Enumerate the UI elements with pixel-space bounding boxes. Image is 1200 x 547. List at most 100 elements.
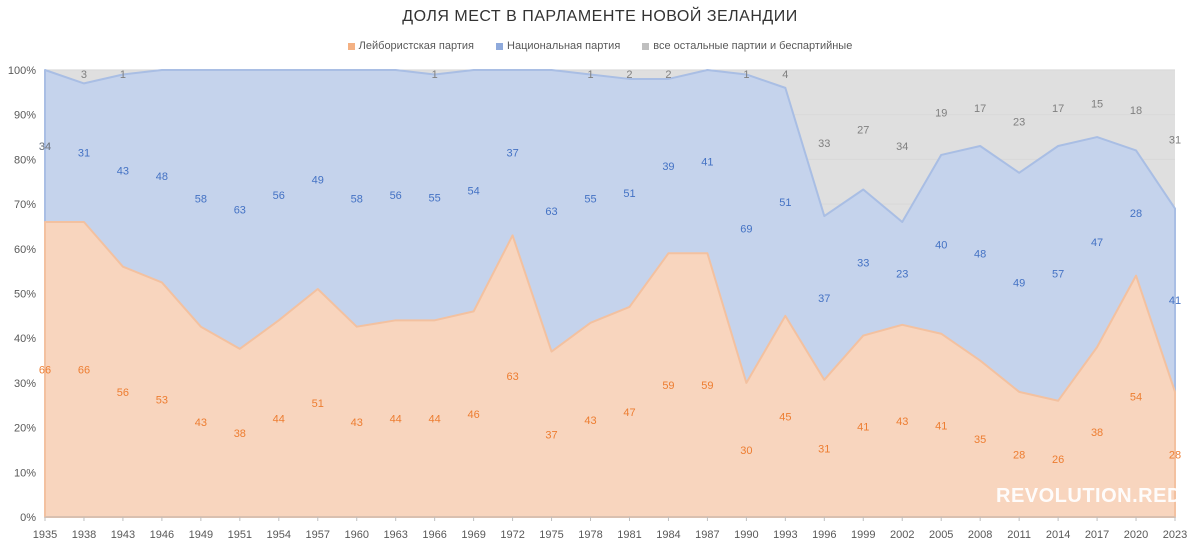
y-tick-label: 0%: [20, 512, 36, 524]
data-label-national: 58: [195, 193, 207, 205]
data-label-others: 2: [665, 69, 671, 81]
x-tick-label: 1972: [500, 529, 524, 541]
y-tick-label: 90%: [14, 110, 36, 122]
data-label-national: 54: [467, 186, 479, 198]
data-label-national: 43: [117, 166, 129, 178]
data-label-national: 41: [1169, 295, 1181, 307]
data-label-others: 1: [587, 69, 593, 81]
y-tick-label: 50%: [14, 289, 36, 301]
x-tick-label: 1949: [189, 529, 213, 541]
data-label-others: 15: [1091, 99, 1103, 111]
data-label-others: 18: [1130, 105, 1142, 117]
x-tick-label: 2023: [1163, 529, 1187, 541]
x-tick-label: 1996: [812, 529, 836, 541]
x-tick-label: 1963: [383, 529, 407, 541]
x-tick-label: 1951: [228, 529, 252, 541]
data-label-national: 37: [818, 293, 830, 305]
data-label-labour: 26: [1052, 454, 1064, 466]
data-label-national: 69: [740, 224, 752, 236]
x-tick-label: 2014: [1046, 529, 1070, 541]
x-tick-label: 1975: [539, 529, 563, 541]
data-label-labour: 53: [156, 395, 168, 407]
x-tick-label: 2017: [1085, 529, 1109, 541]
y-tick-label: 10%: [14, 467, 36, 479]
data-label-national: 37: [506, 148, 518, 160]
data-label-others: 3: [81, 69, 87, 81]
y-tick-label: 30%: [14, 378, 36, 390]
x-tick-label: 1957: [306, 529, 330, 541]
data-label-others: 19: [935, 107, 947, 119]
data-label-national: 58: [351, 193, 363, 205]
chart-title: ДОЛЯ МЕСТ В ПАРЛАМЕНТЕ НОВОЙ ЗЕЛАНДИИ: [402, 8, 798, 25]
data-label-others: 31: [1169, 134, 1181, 146]
legend-item-labour: Лейбористская партия: [347, 40, 475, 52]
x-tick-label: 1938: [72, 529, 96, 541]
legend-label-national: Национальная партия: [507, 40, 621, 52]
data-label-labour: 66: [78, 364, 90, 376]
data-label-national: 49: [312, 175, 324, 187]
data-label-others: 4: [782, 69, 788, 81]
data-label-others: 1: [743, 69, 749, 81]
data-label-labour: 38: [234, 428, 246, 440]
data-label-national: 40: [935, 239, 947, 251]
x-tick-label: 1966: [422, 529, 446, 541]
x-tick-label: 2002: [890, 529, 914, 541]
data-label-labour: 43: [351, 417, 363, 429]
legend: Лейбористская партия Национальная партия…: [0, 40, 1200, 52]
data-label-labour: 37: [545, 429, 557, 441]
y-tick-label: 100%: [8, 65, 36, 77]
x-tick-label: 1981: [617, 529, 641, 541]
x-tick-label: 1999: [851, 529, 875, 541]
data-label-others: 1: [120, 69, 126, 81]
data-label-first: 34: [39, 141, 51, 153]
data-label-others: 33: [818, 138, 830, 150]
x-tick-label: 1943: [111, 529, 135, 541]
data-label-others: 17: [1052, 103, 1064, 115]
data-label-national: 51: [623, 188, 635, 200]
data-label-national: 34: [39, 141, 51, 153]
data-label-labour: 56: [117, 387, 129, 399]
legend-label-labour: Лейбористская партия: [358, 40, 475, 52]
data-label-labour: 59: [701, 380, 713, 392]
data-label-labour: 47: [623, 407, 635, 419]
area-labour: [44, 220, 1176, 518]
data-label-labour: 41: [857, 421, 869, 433]
data-label-labour: 66: [39, 364, 51, 376]
y-tick-label: 20%: [14, 423, 36, 435]
x-tick-label: 1987: [695, 529, 719, 541]
x-tick-label: 1946: [150, 529, 174, 541]
data-label-labour: 30: [740, 445, 752, 457]
data-label-labour: 46: [467, 409, 479, 421]
data-label-labour: 41: [935, 420, 947, 432]
data-label-labour: 54: [1130, 391, 1142, 403]
data-label-national: 47: [1091, 237, 1103, 249]
data-label-labour: 44: [390, 414, 402, 426]
x-tick-label: 1935: [33, 529, 57, 541]
data-label-others: 1: [432, 69, 438, 81]
data-label-labour: 28: [1013, 449, 1025, 461]
x-tick-label: 2008: [968, 529, 992, 541]
x-tick-label: 1978: [578, 529, 602, 541]
legend-item-national: Национальная партия: [496, 40, 620, 52]
x-tick-label: 1993: [773, 529, 797, 541]
x-tick-label: 1960: [344, 529, 368, 541]
watermark-logo: REVOLUTION.RED: [996, 485, 1182, 507]
data-label-labour: 28: [1169, 449, 1181, 461]
legend-label-others: все остальные партии и беспартийные: [653, 40, 853, 52]
y-tick-label: 60%: [14, 244, 36, 256]
x-tick-label: 1954: [267, 529, 291, 541]
data-label-labour: 51: [312, 398, 324, 410]
data-label-labour: 45: [779, 411, 791, 423]
legend-swatch-national: [496, 42, 504, 50]
data-label-others: 34: [896, 141, 908, 153]
legend-swatch-labour: [347, 42, 355, 50]
data-label-others: 17: [974, 103, 986, 115]
data-label-national: 51: [779, 197, 791, 209]
data-label-others: 2: [626, 69, 632, 81]
x-tick-label: 1984: [656, 529, 680, 541]
data-label-national: 55: [584, 194, 596, 206]
data-label-national: 57: [1052, 268, 1064, 280]
data-label-national: 28: [1130, 208, 1142, 220]
data-label-national: 56: [273, 190, 285, 202]
